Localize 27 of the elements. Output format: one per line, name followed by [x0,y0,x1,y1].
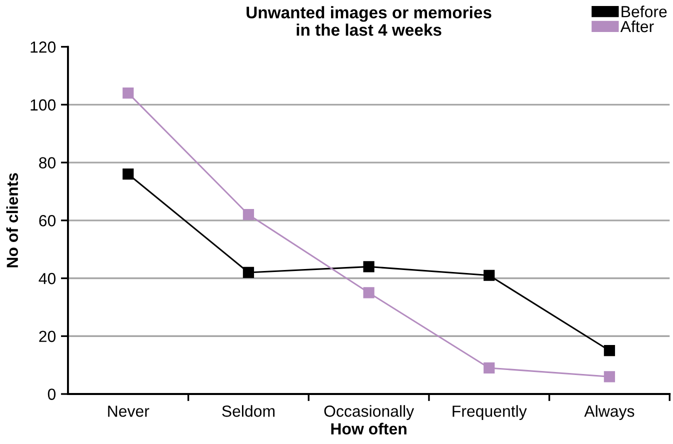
chart-title: Unwanted images or memories in the last 4 weeks [246,6,492,36]
x-tick-label: Always [584,405,634,420]
y-tick-label: 120 [30,41,56,53]
point [484,270,495,281]
y-tick-label: 40 [38,272,56,284]
y-tick-label: 20 [39,330,56,342]
y-tick-label: 100 [30,99,56,111]
y-tick-label: 0 [48,388,56,400]
point [122,168,134,180]
x-tick-label: Never [108,406,150,417]
point [242,209,254,220]
legend-label: Before [622,6,667,18]
point [242,266,254,278]
point [484,362,495,374]
y-tick-label: 80 [39,157,56,168]
y-axis-title: No of clients [6,173,18,268]
x-tick-label: Occasionally [324,405,414,420]
y-tick-label: 60 [39,215,56,226]
point [122,88,134,99]
point [363,261,374,272]
point [363,287,374,298]
legend-label: After [620,20,654,32]
point [604,345,616,356]
point [604,371,616,382]
x-tick-label: Seldom [222,405,274,417]
x-axis-title: How often [331,422,406,435]
x-tick-label: Frequently [452,405,527,420]
